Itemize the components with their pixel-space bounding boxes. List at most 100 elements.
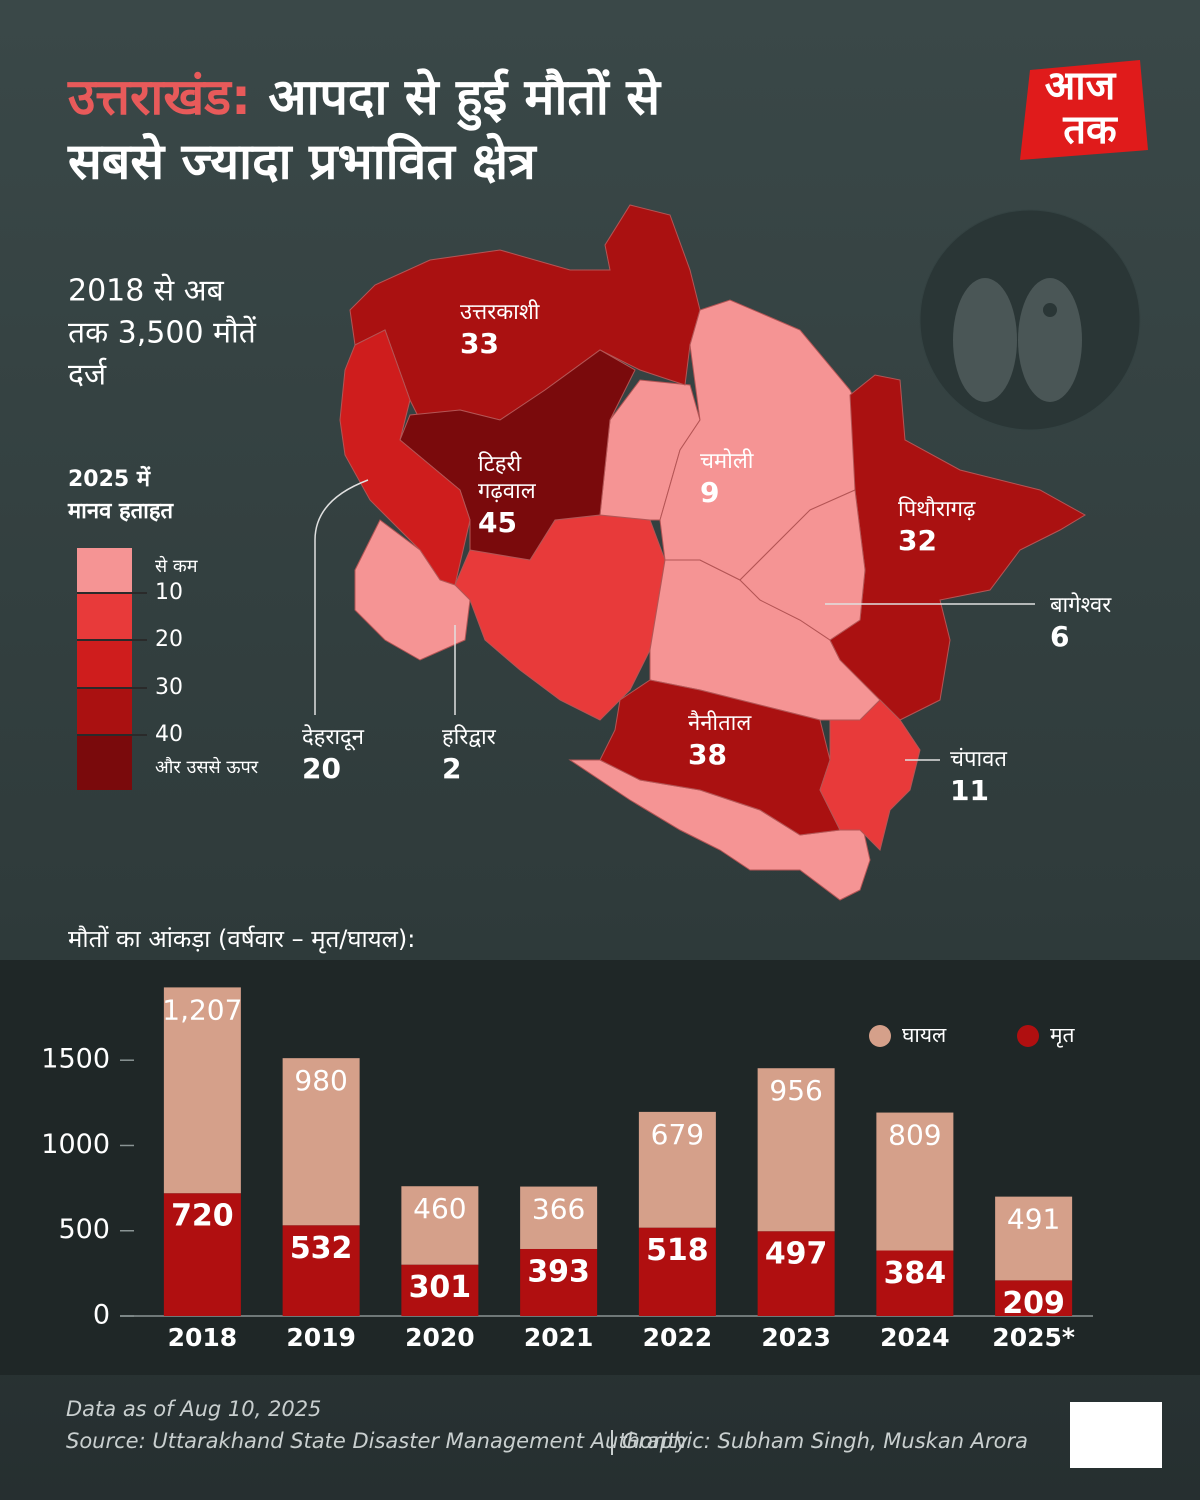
foot-right (1018, 278, 1082, 402)
district-name: चंपावत (950, 747, 1007, 772)
bar-segment (876, 1112, 954, 1251)
legend-label: मृत (1050, 1023, 1076, 1048)
x-tick-label: 2020 (405, 1323, 475, 1352)
bar-segment (520, 1186, 598, 1249)
district-value: 11 (950, 774, 989, 807)
x-tick-label: 2018 (168, 1323, 238, 1352)
badge-box (1070, 1402, 1162, 1468)
value-label: 497 (765, 1237, 828, 1272)
bar-segment (757, 1231, 835, 1316)
district (739, 489, 866, 641)
district-value: 33 (460, 327, 499, 360)
bar-segment (638, 1111, 716, 1228)
legend-swatch (77, 548, 132, 593)
value-label: 384 (884, 1256, 947, 1291)
value-label: 980 (294, 1064, 347, 1097)
badge-subtext: DATA INTELLIGENCE UNIT (1071, 1452, 1161, 1460)
value-label: 809 (888, 1119, 941, 1152)
chart-title: मौतों का आंकड़ा (वर्षवार – मृत/घायल): (68, 925, 415, 954)
date-note: Data as of Aug 10, 2025 (66, 1397, 321, 1421)
legend-tick-label: 20 (155, 627, 183, 652)
foot-left (953, 278, 1017, 402)
bar-segment (163, 1193, 241, 1316)
value-label: 491 (1007, 1203, 1060, 1236)
legend-title: मानव हताहत (67, 499, 175, 524)
district-name: चमोली (700, 448, 754, 474)
logo: आज तक (1020, 60, 1148, 160)
legend-marker (1017, 1025, 1039, 1047)
value-label: 1,207 (162, 993, 242, 1026)
value-label: 301 (409, 1270, 472, 1305)
legend-tick-label: 30 (155, 675, 183, 700)
value-label: 366 (532, 1193, 585, 1226)
leader-line (314, 479, 369, 715)
legend-swatch (77, 640, 132, 688)
logo-line1: आज (1045, 63, 1117, 109)
district-value: 9 (700, 476, 719, 509)
tag-hole (1043, 303, 1057, 317)
title-line1: आपदा से हुई मौतों से (268, 68, 662, 131)
credit: Graphic: Subham Singh, Muskan Arora (622, 1429, 1028, 1453)
title-line2: सबसे ज्यादा प्रभावित क्षेत्र (67, 133, 538, 191)
legend-label: घायल (902, 1023, 947, 1047)
legend-swatch (77, 688, 132, 735)
y-tick-label: 0 (93, 1300, 110, 1331)
badge-text: DIU (1088, 1410, 1144, 1443)
legend-tick-label: 10 (155, 580, 183, 605)
district (354, 519, 471, 661)
bar-segment (757, 1068, 835, 1232)
value-label: 720 (171, 1199, 234, 1234)
x-tick-label: 2021 (524, 1323, 594, 1352)
district-name: नैनीताल (688, 710, 752, 736)
summary-line: तक 3,500 मौतें (68, 316, 257, 351)
bar-segment (163, 987, 241, 1194)
district-name: उत्तरकाशी (460, 299, 540, 325)
district-value: 2 (442, 752, 461, 785)
legend-tick-label: 40 (155, 722, 183, 747)
bar-segment (520, 1248, 598, 1316)
bar-segment (876, 1250, 954, 1316)
y-tick-label: 500 (58, 1214, 110, 1245)
bar-segment (995, 1196, 1073, 1281)
x-tick-label: 2022 (643, 1323, 713, 1352)
title-highlight: उत्तराखंड: (67, 68, 251, 126)
diu-badge: DIU DATA INTELLIGENCE UNIT (1070, 1402, 1162, 1468)
value-label: 679 (651, 1118, 704, 1151)
map: उत्तरकाशी33टिहरीगढ़वाल45चमोली9पिथौरागढ़3… (302, 204, 1112, 901)
district-value: 38 (688, 738, 727, 771)
bar-segment (282, 1225, 360, 1316)
bar-chart: 0 500 1000 1500 720 1,207 2018 532 980 2019 301 460… (41, 987, 1093, 1352)
source: Source: Uttarakhand State Disaster Manag… (66, 1429, 688, 1453)
district-name: बागेश्वर (1050, 592, 1112, 618)
logo-shape (1020, 60, 1148, 160)
value-label: 393 (527, 1254, 590, 1289)
summary-line: 2018 से अब (68, 274, 225, 309)
value-label: 956 (769, 1074, 822, 1107)
y-tick-label: 1500 (41, 1044, 110, 1075)
legend-low-label: से कम (155, 555, 199, 577)
logo-line2: तक (1062, 107, 1118, 153)
bar-segment (401, 1186, 479, 1265)
district-name: गढ़वाल (478, 479, 537, 504)
y-tick-label: 1000 (41, 1129, 110, 1160)
district-name: हरिद्वार (442, 724, 497, 750)
district-value: 32 (898, 524, 937, 557)
bar-segment (401, 1264, 479, 1316)
district-name: देहरादून (302, 724, 365, 751)
bar-segment (638, 1227, 716, 1316)
district-name: टिहरी (478, 451, 521, 477)
district-name: पिथौरागढ़ (898, 496, 976, 522)
value-label: 518 (646, 1233, 709, 1268)
district-value: 20 (302, 752, 341, 785)
bar-segment (995, 1280, 1073, 1316)
legend-swatch (77, 735, 132, 790)
legend-high-label: और उससे ऊपर (155, 756, 259, 778)
legend-marker (869, 1025, 891, 1047)
footprint-icon (919, 209, 1141, 431)
map-legend: 10 20 30 40 से कम और उससे ऊपर (77, 548, 259, 790)
x-tick-label: 2024 (880, 1323, 950, 1352)
district-value: 45 (478, 506, 517, 539)
value-label: 460 (413, 1192, 466, 1225)
x-tick-label: 2025* (992, 1323, 1075, 1352)
